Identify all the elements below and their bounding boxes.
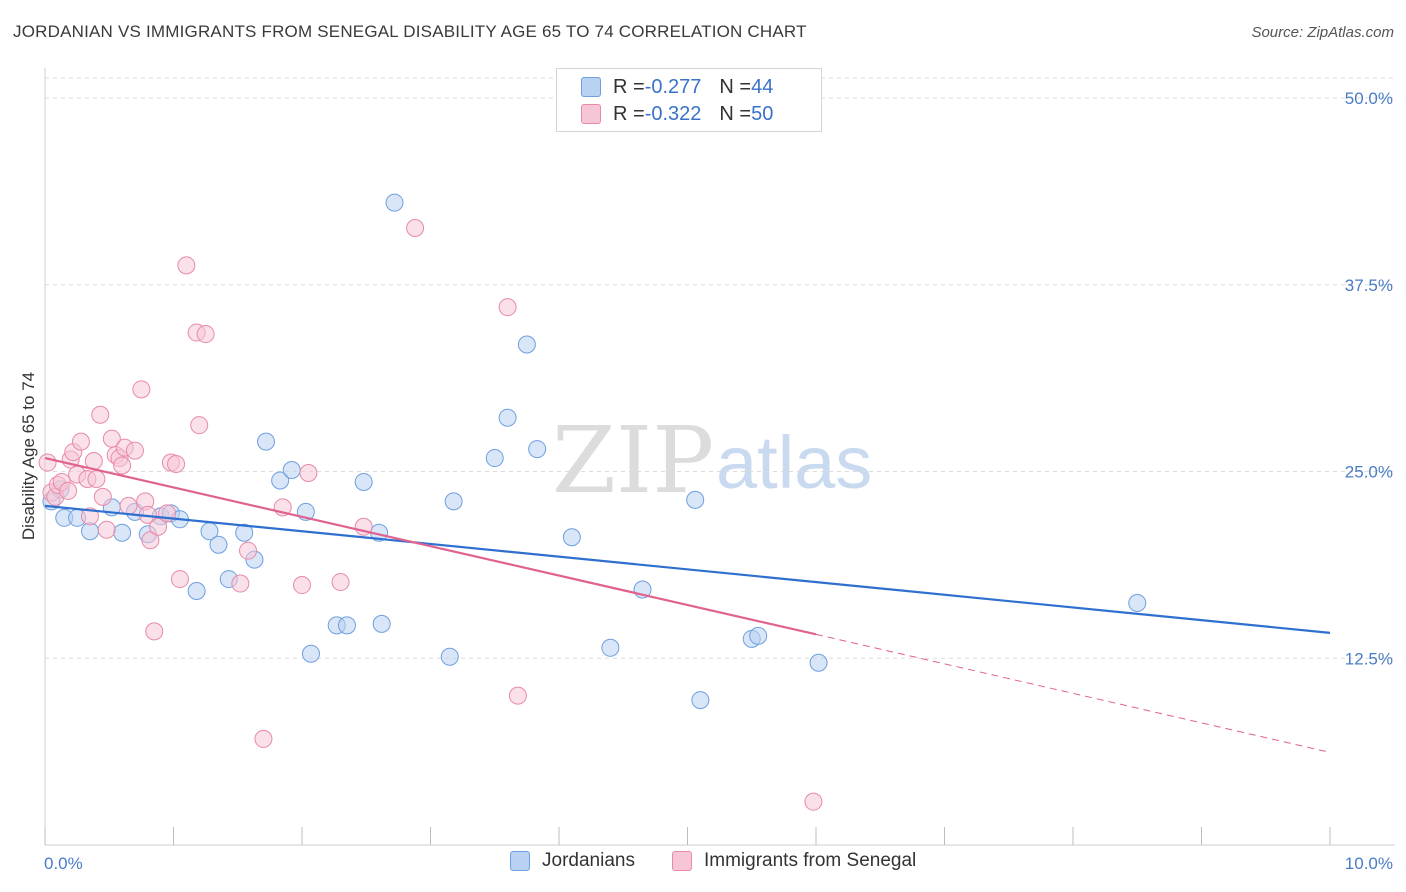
point-series0-29: [440, 647, 459, 666]
n-value: 44: [751, 75, 774, 98]
x-tick-label-1: 10.0%: [1345, 854, 1393, 873]
legend-item-jordanians: Jordanians: [510, 850, 635, 872]
y-tick-label-0: 12.5%: [1345, 649, 1393, 668]
chart-title: JORDANIAN VS IMMIGRANTS FROM SENEGAL DIS…: [13, 22, 807, 41]
point-series0-27: [372, 614, 391, 633]
point-series1-42: [293, 576, 311, 595]
point-series1-46: [406, 218, 425, 237]
legend-label-senegal: Immigrants from Senegal: [704, 850, 917, 871]
point-series1-22: [119, 496, 138, 515]
y-tick-label-1: 25.0%: [1345, 463, 1393, 482]
trend-line-1: [44, 456, 817, 636]
x-tick-label-0: 0.0%: [44, 854, 83, 873]
point-series1-49: [804, 792, 823, 811]
point-series1-24: [132, 380, 151, 399]
point-series0-43: [1128, 593, 1147, 612]
point-series0-36: [601, 638, 620, 657]
point-series1-38: [231, 574, 250, 593]
point-series1-28: [145, 622, 164, 641]
r-value: -0.322: [644, 102, 702, 125]
point-series0-30: [444, 492, 463, 511]
point-series0-24: [337, 616, 356, 635]
stats-row-jordanians: R = -0.277 N = 44: [581, 74, 773, 100]
point-series0-33: [517, 335, 536, 354]
point-series1-37: [196, 325, 215, 344]
point-series1-29: [149, 517, 168, 536]
stats-row-senegal: R = -0.322 N = 50: [581, 101, 773, 127]
n-label: N =: [719, 102, 752, 125]
n-value: 50: [751, 102, 774, 125]
point-series0-32: [498, 408, 517, 427]
point-series0-34: [528, 440, 547, 459]
legend-label-jordanians: Jordanians: [542, 850, 635, 871]
point-series1-14: [91, 405, 110, 424]
source-label: Source: ZipAtlas.com: [1251, 24, 1394, 41]
legend-item-senegal: Immigrants from Senegal: [672, 850, 916, 872]
x-tick-labels: 0.0% 10.0%: [44, 854, 1393, 873]
point-series1-44: [331, 573, 350, 592]
r-label: R =: [613, 102, 645, 125]
point-series0-42: [809, 653, 828, 672]
point-series1-43: [299, 463, 318, 482]
point-series0-18: [257, 432, 276, 451]
point-series1-33: [170, 570, 189, 589]
point-series1-15: [93, 487, 112, 506]
point-series0-6: [113, 523, 132, 542]
point-series1-47: [498, 298, 517, 317]
r-value: -0.277: [644, 75, 702, 98]
point-series0-16: [235, 523, 254, 542]
point-series1-27: [141, 531, 160, 550]
point-series0-25: [354, 472, 373, 491]
point-series0-20: [282, 461, 301, 480]
trend-line-0: [44, 504, 1331, 634]
legend-swatch-senegal: [672, 851, 692, 871]
point-series1-23: [125, 441, 144, 460]
point-series1-39: [239, 541, 258, 560]
y-axis-label: Disability Age 65 to 74: [19, 372, 38, 540]
jordanians-swatch: [581, 77, 601, 97]
point-series0-41: [749, 626, 768, 645]
point-series0-19: [271, 471, 290, 490]
point-series0-35: [562, 528, 581, 547]
point-series1-40: [254, 729, 273, 748]
point-series1-32: [167, 455, 186, 474]
n-label: N =: [719, 75, 752, 98]
point-series0-14: [209, 535, 228, 554]
y-tick-labels: 12.5% 25.0% 37.5% 50.0%: [1345, 89, 1393, 668]
data-points: [38, 193, 1147, 811]
r-label: R =: [613, 75, 645, 98]
point-series1-13: [87, 469, 106, 488]
point-series0-38: [686, 490, 705, 509]
point-series1-20: [113, 456, 132, 475]
point-series1-36: [190, 416, 209, 435]
point-series0-31: [485, 449, 504, 468]
grid-lines: [45, 77, 1395, 659]
point-series0-39: [691, 691, 710, 710]
senegal-swatch: [581, 104, 601, 124]
point-series0-12: [187, 582, 206, 601]
point-series0-28: [385, 193, 404, 212]
point-series1-9: [71, 432, 90, 451]
legend-swatch-jordanians: [510, 851, 530, 871]
point-series1-48: [508, 686, 527, 705]
point-series1-5: [59, 481, 78, 500]
watermark: ZIP atlas: [552, 407, 872, 514]
point-series1-16: [97, 520, 116, 539]
point-series1-34: [177, 256, 196, 275]
trend-lines: [44, 456, 1331, 753]
watermark-atlas: atlas: [716, 421, 872, 504]
point-series1-0: [38, 453, 57, 472]
point-series1-11: [80, 507, 99, 526]
stats-legend: R = -0.277 N = 44 R = -0.322 N = 50: [556, 68, 822, 132]
y-tick-label-2: 37.5%: [1345, 276, 1393, 295]
trend-line-dashed-1: [815, 633, 1331, 753]
y-tick-label-3: 50.0%: [1345, 89, 1393, 108]
point-series0-22: [301, 644, 320, 663]
